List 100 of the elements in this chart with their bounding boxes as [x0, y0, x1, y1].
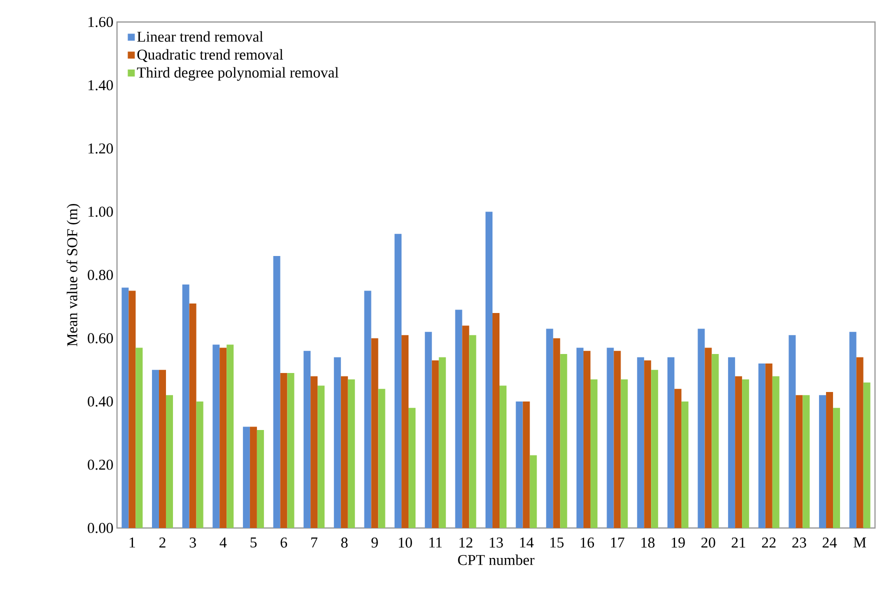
bar: [819, 395, 826, 528]
x-tick-label: 18: [641, 538, 655, 548]
bar: [432, 360, 439, 528]
x-tick-label: 14: [520, 538, 534, 548]
x-tick-label: 12: [460, 538, 472, 548]
x-tick-label: 20: [701, 538, 716, 548]
x-tick-label: 15: [550, 538, 564, 548]
bar: [486, 212, 493, 528]
x-tick-label: 11: [429, 538, 442, 548]
y-tick-label: 0.80: [88, 270, 113, 280]
y-tick-label: 0.00: [88, 522, 113, 534]
y-axis-title: Mean value of SOF (m): [66, 204, 80, 346]
bar: [220, 348, 227, 528]
bar: [863, 382, 870, 528]
bar: [849, 332, 856, 528]
y-tick-label: 0.40: [88, 396, 113, 407]
bar: [438, 357, 446, 528]
bar: [704, 348, 712, 528]
y-tick-label: 1.40: [88, 80, 113, 90]
bar: [371, 338, 378, 528]
bar: [560, 354, 568, 528]
bar: [402, 335, 409, 528]
x-tick-label: 13: [490, 538, 503, 548]
bar: [364, 290, 372, 528]
bar: [136, 348, 143, 528]
legend-label: Third degree polynomial removal: [137, 67, 339, 81]
bar: [158, 370, 166, 528]
bar: [348, 379, 355, 528]
bar: [226, 344, 234, 528]
bar: [728, 357, 736, 528]
bar: [280, 373, 288, 528]
bar: [334, 357, 341, 528]
bar: [637, 357, 644, 528]
x-tick-label: 23: [792, 538, 806, 548]
bar: [424, 332, 432, 528]
bar: [256, 430, 264, 528]
bar: [455, 310, 462, 528]
bar: [128, 290, 136, 528]
bar: [553, 338, 560, 528]
bar: [492, 312, 500, 528]
bar: [796, 395, 803, 528]
bar: [122, 288, 129, 528]
x-tick-label: 21: [732, 538, 746, 548]
y-tick-label: 0.20: [88, 460, 113, 470]
bar: [802, 395, 810, 528]
bar: [644, 360, 652, 528]
bar: [408, 408, 416, 528]
bar: [681, 402, 688, 528]
bar: [273, 256, 280, 528]
legend-label: Quadratic trend removal: [137, 49, 284, 62]
bar: [196, 402, 204, 528]
x-tick-label: 16: [580, 538, 594, 548]
bar: [826, 392, 834, 528]
bar: [758, 364, 766, 528]
bar: [742, 379, 750, 528]
x-tick-label: 5: [250, 538, 257, 548]
bar: [614, 350, 621, 528]
legend-label: Linear trend removal: [137, 31, 264, 42]
bar: [378, 388, 386, 528]
bar: [674, 388, 682, 528]
x-tick-label: 22: [762, 538, 776, 548]
x-tick-label: 4: [220, 538, 227, 548]
x-tick-label: 9: [371, 538, 378, 548]
bar: [576, 348, 584, 528]
bar: [667, 357, 674, 528]
bar: [606, 348, 614, 528]
bar: [462, 326, 470, 528]
bar: [712, 354, 719, 528]
bar: [590, 379, 598, 528]
bar: [516, 402, 523, 528]
x-tick-label: 19: [672, 538, 685, 548]
x-tick-label: 2: [159, 538, 166, 548]
bar: [788, 335, 796, 528]
bar: [651, 370, 658, 528]
bar: [522, 402, 530, 528]
bar: [500, 386, 507, 528]
bar: [287, 373, 294, 528]
bar: [304, 350, 311, 528]
x-tick-label: 1: [130, 538, 136, 548]
y-tick-label: 1.60: [88, 16, 113, 28]
bar: [698, 328, 705, 528]
bar: [856, 357, 864, 528]
x-tick-label: 17: [611, 538, 624, 548]
bar: [340, 376, 348, 528]
y-tick-label: 1.00: [88, 206, 113, 217]
bar: [310, 376, 318, 528]
x-tick-label: 24: [822, 538, 837, 548]
bar: [166, 395, 173, 528]
x-tick-label: 6: [280, 538, 288, 548]
bar: [546, 328, 554, 528]
x-axis-title: CPT number: [458, 554, 534, 566]
bar: [620, 379, 628, 528]
bar: [318, 386, 325, 528]
x-tick-label: M: [854, 538, 866, 548]
bar: [735, 376, 742, 528]
bar: [765, 364, 772, 528]
bar: [583, 350, 590, 528]
bar: [182, 284, 190, 528]
y-tick-label: 1.20: [88, 143, 113, 154]
x-tick-label: 7: [311, 538, 318, 548]
